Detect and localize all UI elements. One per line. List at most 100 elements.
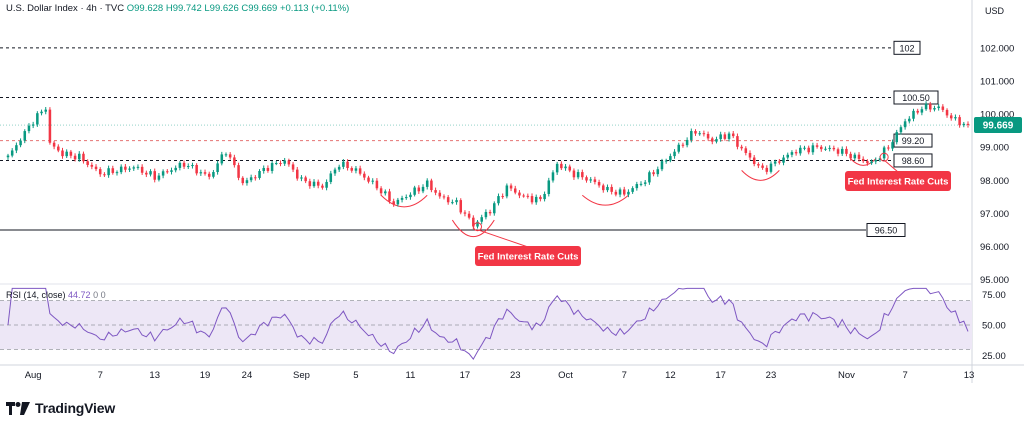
- time-tick-label: Aug: [25, 370, 42, 381]
- candle: [199, 169, 203, 176]
- candles: [0, 101, 972, 230]
- candle: [635, 181, 639, 191]
- time-tick-label: 23: [510, 370, 521, 381]
- candle: [275, 160, 278, 166]
- candle: [761, 163, 764, 170]
- candle: [811, 142, 815, 155]
- candle: [316, 179, 320, 189]
- candle: [400, 195, 404, 203]
- candle: [446, 195, 450, 205]
- candle: [958, 114, 961, 128]
- candle: [849, 151, 852, 161]
- candle: [912, 108, 915, 122]
- candle: [308, 178, 312, 189]
- candle: [476, 220, 479, 229]
- candle: [279, 160, 282, 167]
- candle: [799, 145, 802, 156]
- candle: [346, 159, 349, 171]
- candle: [610, 184, 613, 195]
- candle: [396, 197, 400, 207]
- candle: [157, 173, 161, 182]
- candle: [36, 111, 39, 127]
- candle: [866, 159, 869, 166]
- rounded-bottom-arc: [581, 194, 629, 206]
- candle: [459, 198, 463, 215]
- candle: [509, 183, 513, 192]
- candle: [65, 149, 68, 159]
- candle: [526, 193, 530, 199]
- candle: [652, 169, 655, 177]
- candle: [627, 189, 630, 198]
- candle: [115, 170, 119, 176]
- candle: [300, 175, 303, 182]
- price-tick-label: 100.000: [980, 110, 1014, 121]
- rsi-pane: RSI (14, close) 44.72 0 0: [0, 287, 972, 360]
- candle: [719, 131, 722, 142]
- price-tick-label: 101.000: [980, 76, 1014, 87]
- level-label: 102: [899, 43, 914, 53]
- candle: [178, 161, 182, 171]
- ohlc-close: C99.669: [241, 3, 278, 14]
- level-label-box: [893, 40, 921, 55]
- candle: [618, 187, 622, 198]
- level-label: 96.50: [875, 226, 898, 236]
- candle: [98, 167, 102, 177]
- candle: [887, 145, 890, 151]
- candle: [350, 166, 354, 173]
- candle: [44, 107, 47, 115]
- candle: [212, 169, 215, 179]
- time-tick-label: 12: [665, 370, 676, 381]
- candle: [731, 130, 735, 139]
- level-label-box: [893, 133, 933, 148]
- candle: [706, 131, 710, 141]
- candle: [576, 169, 580, 180]
- candle: [258, 169, 261, 180]
- candle: [723, 132, 727, 141]
- candle: [539, 195, 542, 202]
- candle: [711, 136, 714, 145]
- candle: [379, 186, 383, 196]
- symbol-header[interactable]: U.S. Dollar Index · 4h · TVC O99.628 H99…: [6, 3, 349, 14]
- candle: [945, 108, 949, 118]
- price-axis[interactable]: USD 102.000 101.000 100.000 99.000 98.000 97.0…: [974, 6, 1022, 362]
- fed-callout[interactable]: Fed Interest Rate Cuts: [845, 152, 951, 191]
- candle: [530, 193, 534, 205]
- time-tick-label: 13: [149, 370, 160, 381]
- fed-callout[interactable]: Fed Interest Rate Cuts: [473, 222, 581, 266]
- candle: [283, 157, 286, 166]
- brand-logo[interactable]: TradingView: [6, 400, 115, 416]
- candle: [597, 179, 601, 188]
- candle: [15, 142, 18, 154]
- candle: [367, 175, 370, 184]
- candle: [534, 194, 538, 205]
- candle: [333, 167, 337, 176]
- candle: [480, 214, 483, 225]
- candle: [522, 193, 525, 198]
- price-tick-label: 97.000: [980, 209, 1009, 220]
- candle: [698, 130, 701, 136]
- candle: [417, 185, 421, 194]
- candle: [249, 174, 253, 183]
- candle: [744, 146, 748, 156]
- candle: [820, 145, 823, 152]
- currency-label: USD: [985, 6, 1005, 16]
- time-axis[interactable]: Aug 7 13 19 24 Sep 5 11 17 23 Oct 7 12 17 23 Nov 7 13: [25, 370, 975, 381]
- candle: [757, 162, 760, 169]
- candle: [270, 161, 274, 174]
- candle: [694, 129, 697, 136]
- candle: [673, 149, 676, 159]
- candle: [602, 183, 605, 193]
- candle: [40, 109, 43, 116]
- candle: [778, 158, 781, 165]
- candle: [920, 106, 924, 116]
- level-lines: 102 100.50 99.20 98.60 96.50: [0, 40, 939, 237]
- candle: [685, 137, 689, 148]
- candle: [358, 165, 362, 176]
- rsi-legend[interactable]: RSI (14, close) 44.72 0 0: [6, 290, 106, 300]
- candle: [404, 194, 408, 200]
- candle: [908, 116, 911, 124]
- candle: [467, 211, 471, 220]
- candle: [203, 169, 207, 176]
- candle: [228, 152, 232, 160]
